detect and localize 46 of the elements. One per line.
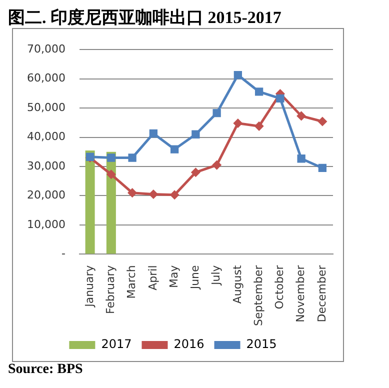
x-tick-label: April xyxy=(146,265,160,290)
point xyxy=(234,70,242,80)
x-tick-label: September xyxy=(252,264,265,326)
point xyxy=(149,129,158,138)
chart-title: 图二. 印度尼西亚咖啡出口 2015-2017 xyxy=(8,8,282,28)
y-tick-label: 50,000 xyxy=(26,100,66,114)
y-tick-label: 30,000 xyxy=(26,159,66,172)
point xyxy=(254,88,264,96)
point xyxy=(318,117,327,126)
legend-label: 2015 xyxy=(246,337,277,352)
point xyxy=(212,108,221,118)
y-tick-label: 10,000 xyxy=(26,218,66,231)
point xyxy=(276,94,284,102)
x-tick-label: May xyxy=(167,264,180,288)
point xyxy=(106,170,116,179)
x-tick-label: June xyxy=(188,264,202,290)
point xyxy=(170,145,179,154)
point xyxy=(107,154,116,162)
x-tick-label: March xyxy=(125,265,138,299)
point xyxy=(128,188,137,198)
source-note: Source: BPS xyxy=(8,362,84,378)
legend-label: 2017 xyxy=(101,337,132,352)
x-tick-label: July xyxy=(210,264,223,286)
point xyxy=(254,122,264,130)
x-tick-label: January xyxy=(82,264,96,308)
x-tick-label: October xyxy=(273,264,286,310)
y-tick-label: 70,000 xyxy=(26,42,66,56)
point xyxy=(149,190,158,199)
point xyxy=(191,168,200,177)
x-tick-label: November xyxy=(294,264,308,322)
legend-label: 2016 xyxy=(174,337,204,352)
y-tick-label: 20,000 xyxy=(26,188,66,202)
x-tick-label: December xyxy=(315,264,328,322)
point xyxy=(234,119,242,128)
point xyxy=(297,112,306,120)
point xyxy=(128,154,136,162)
y-tick-label: 40,000 xyxy=(26,130,66,144)
point xyxy=(212,160,222,170)
x-tick-label: February xyxy=(104,264,118,314)
x-tick-label: August xyxy=(230,264,244,304)
point xyxy=(192,130,200,138)
point xyxy=(297,154,306,163)
y-tick-label: 60,000 xyxy=(26,72,66,85)
point xyxy=(318,164,327,172)
point xyxy=(170,190,179,200)
y-tick-label: - xyxy=(62,247,66,260)
